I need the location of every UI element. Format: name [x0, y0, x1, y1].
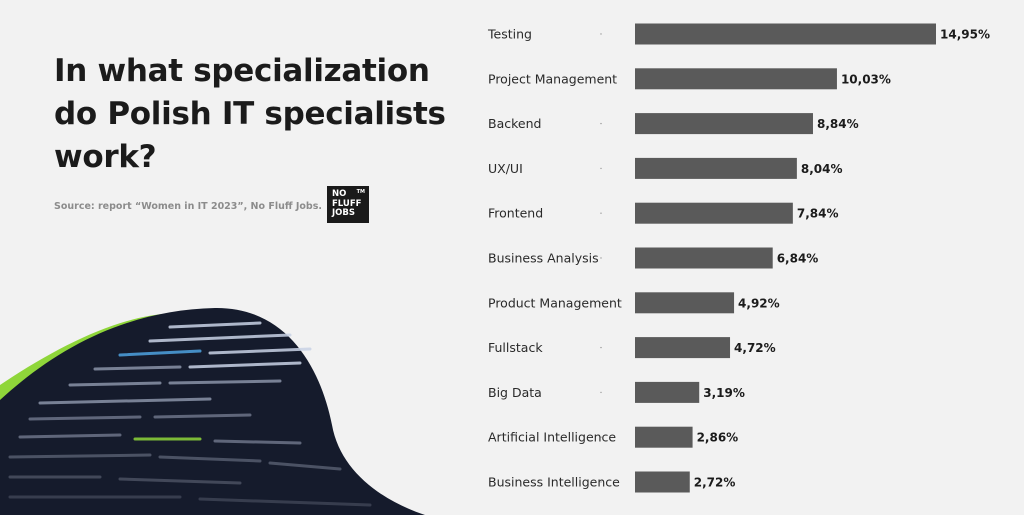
row-tick-dot [600, 212, 602, 214]
bar [635, 202, 793, 224]
value-label: 8,84% [817, 117, 859, 131]
category-label: Business Analysis [488, 251, 599, 266]
row-tick-dot [600, 257, 602, 259]
green-accent-curve [0, 313, 175, 415]
page-title: In what specialization do Polish IT spec… [54, 53, 446, 175]
trademark-mark: TM [356, 189, 365, 195]
value-label: 3,19% [703, 386, 745, 400]
bar [635, 292, 735, 314]
category-label: Artificial Intelligence [488, 430, 616, 445]
category-label: Frontend [488, 206, 543, 221]
bar [635, 247, 773, 269]
category-label: UX/UI [488, 161, 523, 176]
row-tick-dot [600, 391, 602, 394]
row-tick-dot [600, 33, 602, 35]
row-tick-dot [600, 167, 602, 170]
value-label: 8,04% [801, 162, 843, 176]
row-tick-dot [600, 78, 602, 80]
value-label: 7,84% [797, 207, 839, 221]
bar [635, 113, 813, 135]
code-screen-decoration [0, 307, 425, 515]
logo-line-2: FLUFF [332, 198, 362, 209]
bar [635, 381, 700, 403]
bar [635, 68, 837, 90]
category-label: Fullstack [488, 340, 543, 355]
code-lines [8, 321, 372, 507]
category-label: Project Management [488, 71, 617, 86]
row-tick-dot [600, 436, 602, 438]
no-fluff-jobs-logo: TM NO FLUFF JOBS [327, 186, 369, 223]
value-label: 10,03% [841, 72, 891, 86]
row-tick-dot [600, 302, 602, 304]
value-label: 4,92% [738, 296, 780, 310]
code-screen-shape [0, 307, 425, 515]
source-note: Source: report “Women in IT 2023”, No Fl… [54, 201, 322, 212]
category-label: Business Intelligence [488, 475, 620, 490]
row-tick-dot [600, 346, 602, 349]
row-tick-dot [600, 481, 602, 483]
bar [635, 471, 690, 493]
logo-line-3: JOBS [332, 208, 355, 218]
value-label: 2,86% [697, 431, 739, 445]
row-tick-dot [600, 122, 602, 125]
category-label: Big Data [488, 385, 542, 400]
value-label: 4,72% [734, 341, 776, 355]
value-label: 6,84% [777, 252, 819, 266]
bar [635, 337, 731, 359]
bar [635, 426, 693, 448]
value-label: 14,95% [940, 28, 990, 42]
category-label: Testing [487, 27, 532, 42]
category-label: Product Management [488, 295, 622, 310]
bar [635, 23, 936, 45]
value-label: 2,72% [694, 476, 736, 490]
bar [635, 157, 797, 179]
logo-line-1: NO [332, 189, 347, 199]
category-label: Backend [488, 116, 541, 131]
